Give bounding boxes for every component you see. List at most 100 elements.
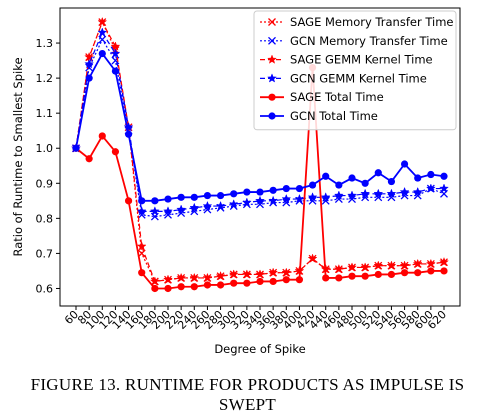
data-point bbox=[295, 276, 304, 284]
data-point bbox=[347, 262, 357, 272]
y-tick-label: 0.8 bbox=[36, 212, 54, 225]
data-point bbox=[439, 183, 449, 193]
data-point bbox=[164, 284, 172, 293]
data-point bbox=[136, 241, 147, 251]
data-point bbox=[243, 279, 251, 287]
y-tick-label: 1.0 bbox=[36, 142, 54, 155]
data-point bbox=[111, 67, 120, 75]
data-point bbox=[374, 270, 382, 279]
data-point bbox=[189, 202, 200, 213]
data-point bbox=[361, 179, 369, 187]
data-point bbox=[427, 170, 435, 179]
data-point bbox=[374, 193, 383, 202]
legend-entry: GCN Total Time bbox=[290, 109, 378, 123]
data-point bbox=[124, 197, 133, 205]
legend-swatch-marker bbox=[268, 36, 276, 45]
data-point bbox=[282, 184, 290, 193]
series-line bbox=[75, 31, 444, 212]
data-point bbox=[85, 74, 93, 82]
data-point bbox=[255, 269, 265, 279]
data-point bbox=[138, 269, 146, 277]
data-point bbox=[203, 205, 212, 214]
data-point bbox=[137, 210, 146, 219]
data-point bbox=[269, 186, 277, 194]
series-line bbox=[75, 20, 445, 283]
data-point bbox=[281, 267, 292, 277]
data-point bbox=[387, 177, 396, 186]
legend-entry: SAGE Memory Transfer Time bbox=[290, 15, 453, 29]
data-point bbox=[308, 196, 317, 205]
data-point bbox=[97, 16, 108, 27]
data-point bbox=[268, 267, 279, 277]
data-point bbox=[321, 196, 330, 205]
data-point bbox=[348, 195, 356, 204]
data-point bbox=[256, 277, 264, 286]
data-point bbox=[256, 188, 264, 196]
data-point bbox=[373, 188, 384, 199]
y-axis-label: Ratio of Runtime to Smallest Spike bbox=[11, 57, 25, 256]
data-point bbox=[228, 269, 239, 279]
data-point bbox=[177, 193, 185, 201]
data-point bbox=[216, 281, 225, 289]
y-tick-label: 0.7 bbox=[36, 247, 54, 260]
y-tick-label: 1.2 bbox=[36, 72, 54, 85]
data-point bbox=[151, 197, 159, 205]
data-point bbox=[176, 204, 187, 214]
data-point bbox=[97, 27, 108, 37]
data-point bbox=[400, 269, 409, 277]
data-point bbox=[347, 190, 357, 200]
data-point bbox=[176, 272, 187, 283]
data-point bbox=[164, 195, 172, 203]
data-point bbox=[400, 191, 409, 200]
data-point bbox=[123, 121, 134, 132]
data-point bbox=[202, 272, 213, 283]
data-point bbox=[400, 160, 409, 168]
data-point bbox=[190, 193, 198, 201]
data-point bbox=[387, 270, 396, 279]
data-point bbox=[149, 276, 160, 286]
data-point bbox=[282, 276, 290, 284]
data-point bbox=[295, 184, 304, 193]
y-tick-label: 1.3 bbox=[36, 37, 54, 50]
data-point bbox=[307, 253, 318, 263]
data-point bbox=[348, 272, 356, 280]
data-point bbox=[414, 174, 422, 182]
data-point bbox=[84, 58, 95, 69]
data-point bbox=[386, 188, 397, 199]
data-point bbox=[228, 199, 239, 209]
data-point bbox=[203, 191, 212, 200]
data-point bbox=[335, 274, 343, 282]
data-point bbox=[412, 258, 423, 269]
data-point bbox=[282, 198, 291, 207]
data-point bbox=[190, 283, 198, 291]
data-point bbox=[360, 262, 371, 272]
data-point bbox=[151, 284, 159, 293]
data-point bbox=[136, 206, 147, 216]
data-point bbox=[427, 267, 435, 275]
legend-swatch-marker bbox=[268, 18, 276, 26]
data-point bbox=[373, 260, 384, 270]
data-point bbox=[163, 274, 173, 284]
data-point bbox=[149, 206, 160, 216]
data-point bbox=[440, 172, 448, 180]
y-tick-label: 0.6 bbox=[36, 282, 54, 295]
data-point bbox=[85, 155, 93, 163]
data-point bbox=[399, 260, 410, 270]
data-point bbox=[294, 193, 305, 204]
data-point bbox=[387, 193, 396, 202]
data-point bbox=[164, 210, 172, 219]
data-point bbox=[190, 207, 199, 216]
data-point bbox=[243, 188, 251, 196]
data-point bbox=[241, 269, 252, 279]
data-point bbox=[203, 281, 212, 289]
data-point bbox=[308, 181, 317, 189]
data-point bbox=[256, 200, 264, 209]
data-point bbox=[361, 193, 370, 202]
data-point bbox=[425, 258, 436, 269]
data-point bbox=[374, 169, 382, 177]
figure-caption: FIGURE 13. RUNTIME FOR PRODUCTS AS IMPUL… bbox=[30, 375, 465, 414]
legend-swatch-marker bbox=[267, 73, 277, 83]
legend-entry: GCN GEMM Kernel Time bbox=[290, 71, 427, 85]
data-point bbox=[215, 270, 226, 281]
data-point bbox=[189, 272, 200, 283]
